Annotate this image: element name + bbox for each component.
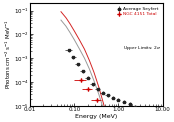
X-axis label: Energy (MeV): Energy (MeV) [75, 114, 117, 119]
Legend: Average Seyfert, NGC 4151 Total: Average Seyfert, NGC 4151 Total [116, 7, 159, 17]
Text: Upper Limits: 2$\sigma$: Upper Limits: 2$\sigma$ [123, 44, 161, 52]
Y-axis label: Photons cm$^{-2}$ s$^{-1}$ MeV$^{-1}$: Photons cm$^{-2}$ s$^{-1}$ MeV$^{-1}$ [3, 20, 13, 89]
